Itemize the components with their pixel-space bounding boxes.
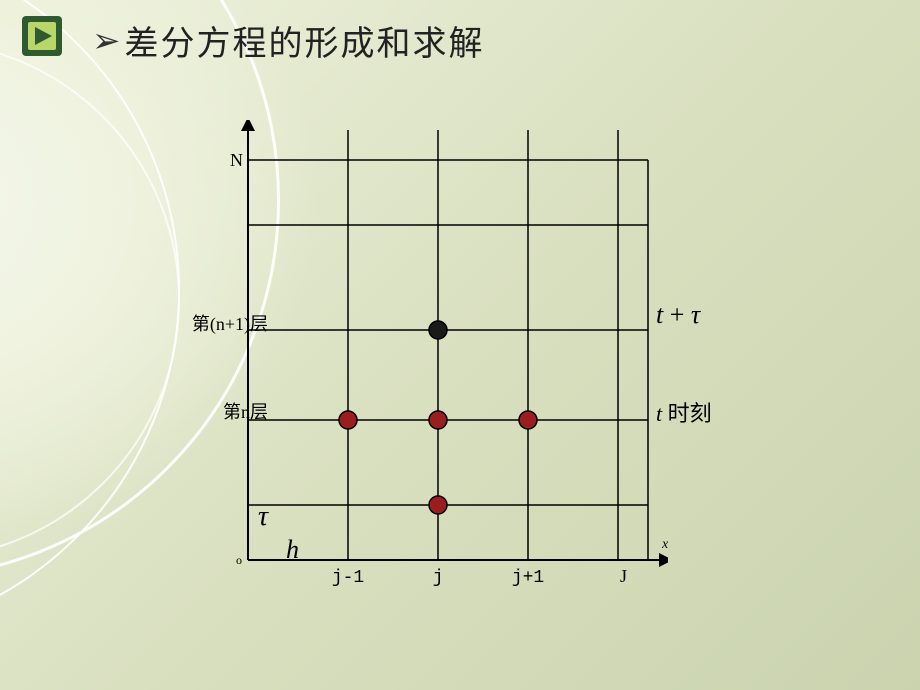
point-n-jplus1 (519, 411, 537, 429)
finite-difference-grid: Nx o j-1 j j+1 Jτh (228, 120, 668, 600)
x-tick-label: j+1 (512, 568, 544, 588)
origin-label: o (236, 553, 242, 567)
y-axis-label: N (230, 150, 243, 170)
slide-title-row: ➢ 差分方程的形成和求解 (92, 16, 485, 65)
slide-title: 差分方程的形成和求解 (125, 16, 485, 65)
point-n-jminus1 (339, 411, 357, 429)
point-n-j (429, 411, 447, 429)
x-tick-label: j-1 (332, 568, 364, 588)
tau-symbol: τ (691, 300, 700, 329)
x-end-label: J (620, 566, 627, 586)
x-axis-label: x (661, 537, 668, 552)
point-below (429, 496, 447, 514)
x-tick-label: j (433, 568, 444, 588)
point-next-layer (429, 321, 447, 339)
slide-bullet-icon (20, 14, 64, 58)
t-moment-suffix: 时刻 (662, 401, 712, 426)
chevron-icon: ➢ (92, 21, 121, 61)
tau-label: τ (258, 501, 269, 532)
h-label: h (286, 535, 299, 564)
